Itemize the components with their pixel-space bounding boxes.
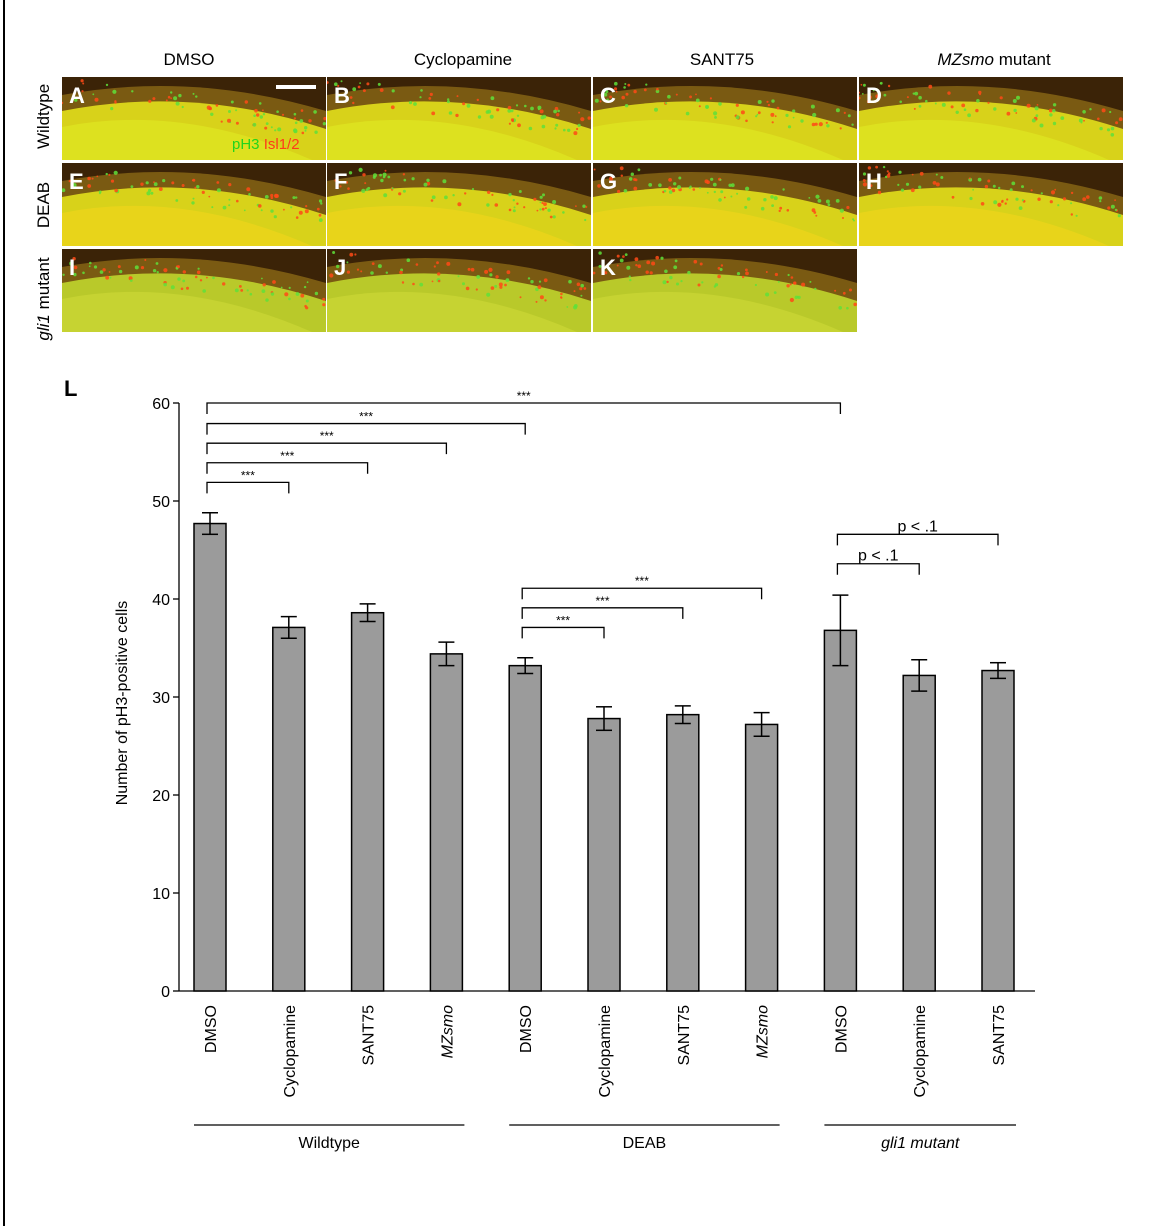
micrograph-panel-e: E <box>62 163 326 246</box>
bar <box>981 669 1015 992</box>
bar <box>429 653 464 992</box>
significance-bracket <box>206 462 369 474</box>
panel-label-l: L <box>64 376 78 401</box>
bar <box>272 626 306 992</box>
significance-bracket <box>836 563 920 575</box>
group-label: gli1 mutant <box>881 1135 960 1152</box>
micrograph-panel-g: G <box>593 163 857 246</box>
panel-label-g: G <box>600 169 618 194</box>
bar <box>744 723 779 992</box>
panel-label-a: A <box>69 83 85 108</box>
significance-label: *** <box>241 468 255 482</box>
bar <box>508 664 542 992</box>
significance-label: *** <box>595 594 609 608</box>
column-header-dmso: DMSO <box>163 50 215 69</box>
column-header-cyclopamine: Cyclopamine <box>413 50 513 69</box>
y-tick-label: 20 <box>152 788 170 805</box>
stain-legend-ph3: pH3 <box>232 136 260 153</box>
panel-label-j: J <box>334 255 347 280</box>
column-header-mzsmo-mutant: MZsmo mutant <box>937 50 1051 69</box>
x-tick-label: SANT75 <box>676 1005 693 1066</box>
panel-label-b: B <box>334 83 350 108</box>
panel-label-i: I <box>69 255 76 280</box>
column-header-sant75: SANT75 <box>689 50 755 69</box>
x-tick-label: SANT75 <box>991 1005 1008 1066</box>
y-tick-label: 10 <box>152 886 170 903</box>
y-tick-label: 60 <box>152 396 170 413</box>
significance-bracket <box>836 533 999 546</box>
y-tick-label: 0 <box>161 984 170 1001</box>
significance-bracket <box>206 442 448 455</box>
x-tick-label: DMSO <box>833 1005 850 1053</box>
micrograph-panel-f: F <box>327 163 591 246</box>
bar <box>902 674 936 992</box>
micrograph-panel-j: J <box>327 249 591 332</box>
x-tick-label: MZsmo <box>439 1005 456 1058</box>
x-tick-label: Cyclopamine <box>282 1005 299 1098</box>
bar <box>587 717 621 992</box>
x-tick-label: Cyclopamine <box>912 1005 929 1098</box>
significance-bracket <box>521 587 763 600</box>
significance-bracket <box>521 607 684 619</box>
significance-label: *** <box>635 574 649 588</box>
significance-bracket <box>206 402 842 414</box>
bar <box>193 522 227 992</box>
micrograph-panel-b: B <box>327 77 591 160</box>
panel-label-f: F <box>334 169 348 194</box>
x-tick-label: MZsmo <box>755 1005 772 1058</box>
bar <box>666 713 700 992</box>
micrograph-panel-c: C <box>593 77 857 160</box>
micrograph-panel-k: K <box>593 249 857 332</box>
bar <box>350 611 385 992</box>
panel-label-c: C <box>600 83 616 108</box>
x-tick-label: DMSO <box>518 1005 535 1053</box>
y-tick-label: 40 <box>152 592 170 609</box>
x-tick-label: SANT75 <box>361 1005 378 1066</box>
stain-legend-isl: Isl1/2 <box>259 136 300 153</box>
x-tick-label: Cyclopamine <box>597 1005 614 1098</box>
micrograph-panel-i: I <box>62 249 326 332</box>
group-label: DEAB <box>623 1135 667 1152</box>
significance-label: *** <box>280 449 294 463</box>
panel-label-h: H <box>866 169 882 194</box>
panel-label-e: E <box>69 169 84 194</box>
x-tick-label: DMSO <box>203 1005 220 1053</box>
micrograph-panel-h: H <box>859 163 1123 246</box>
significance-label: *** <box>320 429 334 443</box>
stain-legend: pH3 Isl1/2 <box>232 136 300 153</box>
significance-label: p < .1 <box>897 518 938 535</box>
significance-label: *** <box>556 613 570 627</box>
group-label: Wildtype <box>299 1135 360 1152</box>
significance-bracket <box>206 422 526 435</box>
panel-label-d: D <box>866 83 882 108</box>
significance-bracket <box>206 481 290 494</box>
significance-label: *** <box>517 389 531 403</box>
scale-bar <box>276 85 316 89</box>
panel-label-k: K <box>600 255 616 280</box>
micrograph-panel-d: D <box>859 77 1123 160</box>
significance-label: p < .1 <box>858 548 899 565</box>
y-tick-label: 30 <box>152 690 170 707</box>
bar <box>823 629 858 992</box>
y-tick-label: 50 <box>152 494 170 511</box>
significance-label: *** <box>359 410 373 424</box>
left-border-rule <box>3 0 5 1226</box>
significance-bracket <box>521 626 605 639</box>
y-axis-label: Number of pH3-positive cells <box>114 601 131 806</box>
